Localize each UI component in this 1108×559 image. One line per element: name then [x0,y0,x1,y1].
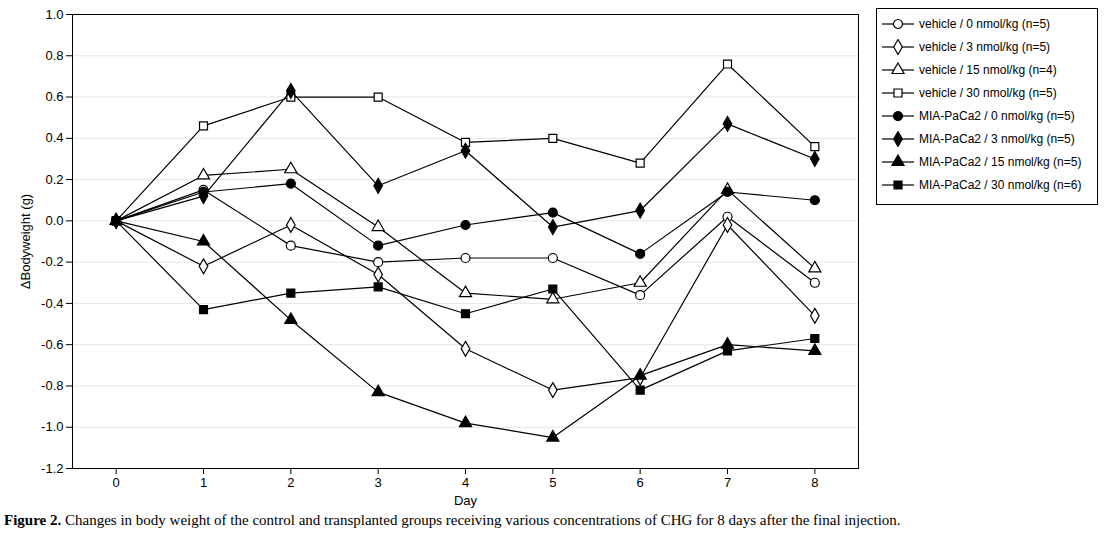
html-text:MIA-PaCa2 / 3 nmol/kg (n=5): MIA-PaCa2 / 3 nmol/kg (n=5) [919,132,1075,146]
svg-text:0.4: 0.4 [45,130,63,145]
html-text:vehicle / 30 nmol/kg (n=5): vehicle / 30 nmol/kg (n=5) [919,86,1057,100]
svg-text:0: 0 [113,475,120,490]
svg-text:-1.2: -1.2 [41,461,63,476]
html-text:MIA-PaCa2 / 30 nmol/kg (n=6): MIA-PaCa2 / 30 nmol/kg (n=6) [919,178,1082,192]
svg-text:ΔBodyweight (g): ΔBodyweight (g) [18,194,33,289]
svg-text:Day: Day [454,493,478,508]
svg-text:-0.2: -0.2 [41,254,63,269]
svg-text:2: 2 [287,475,294,490]
svg-text:-0.4: -0.4 [41,296,63,311]
svg-text:8: 8 [811,475,818,490]
svg-text:5: 5 [549,475,556,490]
svg-text:0.8: 0.8 [45,48,63,63]
svg-text:1: 1 [200,475,207,490]
html-text:Figure 2. Changes in body weig: Figure 2. Changes in body weight of the … [4,512,901,528]
html-text:MIA-PaCa2 / 15 nmol/kg (n=5): MIA-PaCa2 / 15 nmol/kg (n=5) [919,155,1082,169]
svg-text:7: 7 [724,475,731,490]
html-text:vehicle / 15 nmol/kg (n=4): vehicle / 15 nmol/kg (n=4) [919,63,1057,77]
html-text:vehicle / 3 nmol/kg (n=5): vehicle / 3 nmol/kg (n=5) [919,40,1051,54]
svg-text:0.6: 0.6 [45,89,63,104]
html-text:MIA-PaCa2 / 0 nmol/kg (n=5): MIA-PaCa2 / 0 nmol/kg (n=5) [919,109,1075,123]
svg-text:0.2: 0.2 [45,172,63,187]
svg-text:0.0: 0.0 [45,213,63,228]
svg-text:-0.6: -0.6 [41,337,63,352]
svg-text:4: 4 [462,475,469,490]
svg-text:1.0: 1.0 [45,7,63,22]
svg-text:-0.8: -0.8 [41,378,63,393]
svg-text:3: 3 [375,475,382,490]
svg-text:6: 6 [637,475,644,490]
html-text:vehicle / 0 nmol/kg (n=5): vehicle / 0 nmol/kg (n=5) [919,17,1051,31]
svg-text:-1.0: -1.0 [41,419,63,434]
